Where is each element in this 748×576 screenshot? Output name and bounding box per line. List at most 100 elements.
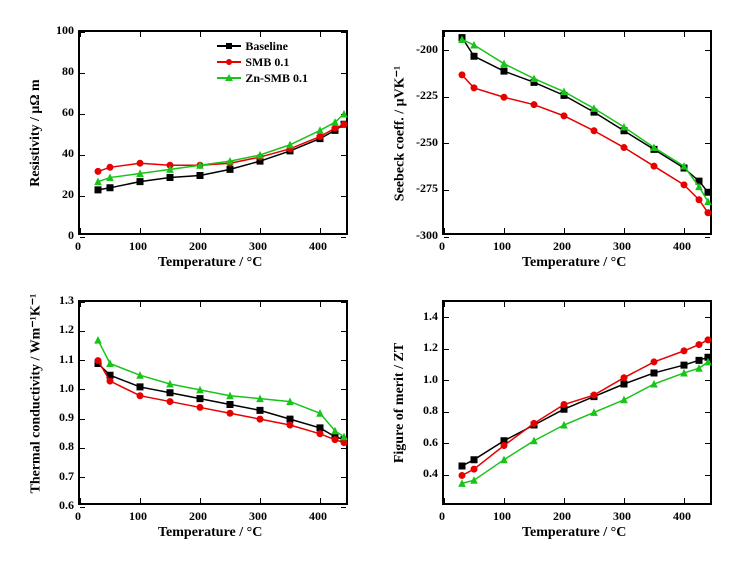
xtick-label: 200 (552, 239, 572, 254)
panel-seebeck: 0100200300400-300-275-250-225-200Tempera… (384, 20, 728, 286)
ylabel: Resistivity / μΩ m (28, 43, 44, 223)
panel-thermal: 01002003004000.60.70.80.91.01.11.21.3Tem… (20, 290, 364, 556)
series-marker (705, 337, 711, 343)
ytick-label: -300 (416, 228, 438, 243)
series-line (98, 340, 344, 437)
series-marker (681, 362, 687, 368)
series-marker (341, 111, 347, 117)
legend-label: Zn-SMB 0.1 (245, 71, 308, 86)
series-marker (471, 53, 477, 59)
series-marker (167, 175, 173, 181)
legend-line-icon (217, 77, 241, 79)
xtick-label: 400 (308, 509, 328, 524)
plot-area (442, 300, 712, 505)
series-marker (332, 125, 338, 131)
series-marker (531, 420, 537, 426)
legend-item: Baseline (217, 38, 308, 54)
legend-line-icon (217, 61, 241, 63)
series-marker (681, 182, 687, 188)
series-marker (501, 443, 507, 449)
legend-marker-icon (225, 74, 233, 81)
ytick-label: 0.9 (59, 410, 74, 425)
series-marker (621, 381, 627, 387)
ytick-label: 1.4 (423, 309, 438, 324)
ytick-label: 60 (62, 105, 74, 120)
series-marker (332, 437, 338, 443)
series-marker (621, 145, 627, 151)
legend-item: Zn-SMB 0.1 (217, 70, 308, 86)
series-marker (197, 404, 203, 410)
series-marker (561, 422, 567, 428)
series-marker (95, 358, 101, 364)
series-marker (107, 378, 113, 384)
ytick-label: 80 (62, 64, 74, 79)
series-marker (95, 337, 101, 343)
series-marker (621, 397, 627, 403)
ytick-label: 0.8 (59, 439, 74, 454)
xtick-label: 400 (672, 509, 692, 524)
series-marker (681, 348, 687, 354)
chart-svg (444, 32, 714, 237)
series-line (98, 364, 344, 440)
series-marker (341, 440, 347, 446)
xtick-label: 100 (492, 509, 512, 524)
ytick-label: 40 (62, 146, 74, 161)
panel-zt: 01002003004000.40.60.81.01.21.4Temperatu… (384, 290, 728, 556)
xtick-label: 100 (128, 509, 148, 524)
ytick-label: 1.1 (59, 352, 74, 367)
xtick-label: 200 (552, 509, 572, 524)
series-marker (561, 113, 567, 119)
series-line (98, 124, 344, 171)
series-marker (591, 105, 597, 111)
xtick-label: 100 (128, 239, 148, 254)
series-marker (591, 409, 597, 415)
series-marker (471, 466, 477, 472)
ytick-label: 1.2 (59, 322, 74, 337)
series-marker (705, 210, 711, 216)
plot-area (78, 300, 348, 505)
series-marker (317, 127, 323, 133)
series-marker (561, 402, 567, 408)
legend-item: SMB 0.1 (217, 54, 308, 70)
series-marker (459, 463, 465, 469)
series-marker (317, 431, 323, 437)
ytick-label: 1.2 (423, 340, 438, 355)
series-marker (531, 438, 537, 444)
series-marker (459, 72, 465, 78)
series-marker (257, 407, 263, 413)
chart-svg (80, 302, 350, 507)
series-marker (287, 416, 293, 422)
ytick-label: -225 (416, 88, 438, 103)
series-marker (137, 384, 143, 390)
xtick-label: 100 (492, 239, 512, 254)
ytick-label: -275 (416, 181, 438, 196)
series-line (98, 124, 344, 190)
plot-area (442, 30, 712, 235)
ytick-label: 0.6 (59, 498, 74, 513)
ytick-label: -200 (416, 42, 438, 57)
series-marker (621, 375, 627, 381)
xlabel: Temperature / °C (158, 525, 262, 541)
ytick-label: 1.0 (59, 381, 74, 396)
series-marker (696, 357, 702, 363)
ytick-label: 20 (62, 187, 74, 202)
legend-label: Baseline (245, 39, 288, 54)
series-marker (167, 390, 173, 396)
xtick-label: 200 (188, 509, 208, 524)
ytick-label: 1.3 (59, 293, 74, 308)
xlabel: Temperature / °C (522, 525, 626, 541)
ytick-label: 0.7 (59, 469, 74, 484)
series-marker (471, 42, 477, 48)
series-marker (137, 179, 143, 185)
series-marker (471, 85, 477, 91)
series-marker (651, 359, 657, 365)
series-marker (227, 402, 233, 408)
series-marker (167, 399, 173, 405)
series-marker (95, 168, 101, 174)
ytick-label: 0 (68, 228, 74, 243)
ylabel: Thermal conductivity / Wm⁻¹K⁻¹ (28, 313, 45, 493)
series-line (462, 75, 708, 213)
ytick-label: -250 (416, 135, 438, 150)
series-line (462, 340, 708, 476)
xtick-label: 300 (612, 239, 632, 254)
